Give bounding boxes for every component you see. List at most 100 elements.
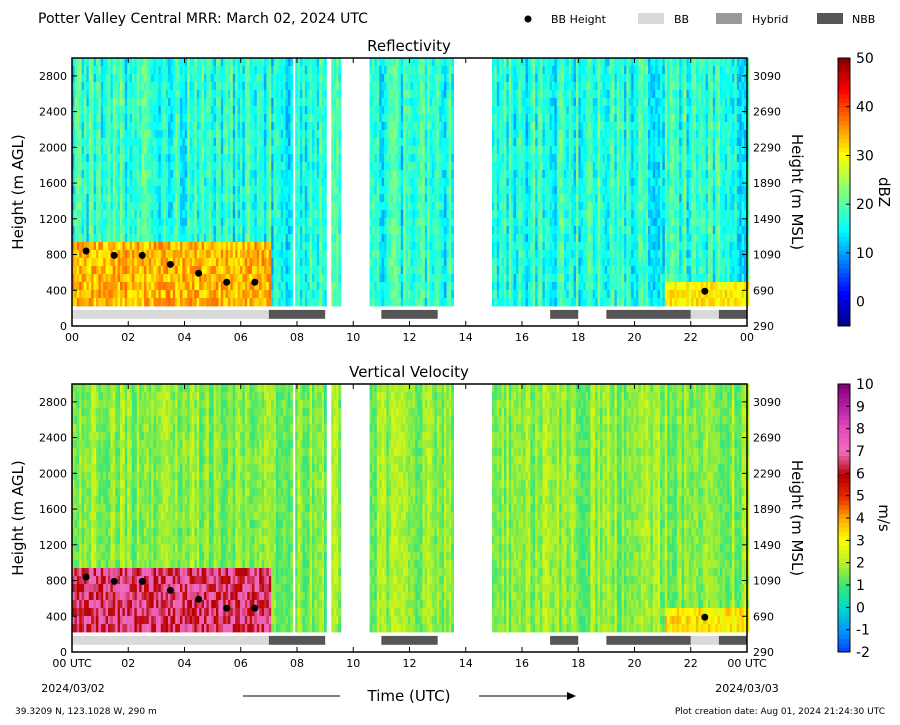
reflectivity-cell bbox=[391, 242, 394, 251]
reflectivity-cell bbox=[415, 218, 418, 227]
reflectivity-cell bbox=[182, 282, 186, 291]
reflectivity-cell bbox=[506, 162, 510, 171]
reflectivity-cell bbox=[300, 98, 303, 107]
reflectivity-cell bbox=[218, 242, 222, 251]
reflectivity-cell bbox=[115, 146, 118, 155]
reflectivity-cell bbox=[132, 82, 135, 91]
reflectivity-cell bbox=[220, 130, 224, 139]
reflectivity-cell bbox=[132, 66, 135, 75]
reflectivity-cell bbox=[189, 170, 193, 179]
reflectivity-cell bbox=[448, 66, 452, 75]
reflectivity-cell bbox=[496, 186, 500, 195]
reflectivity-cell bbox=[319, 258, 322, 267]
reflectivity-cell bbox=[302, 290, 306, 299]
reflectivity-cell bbox=[379, 218, 382, 227]
reflectivity-cell bbox=[141, 194, 145, 203]
reflectivity-cell bbox=[420, 74, 423, 83]
reflectivity-cell bbox=[506, 258, 510, 267]
reflectivity-cell bbox=[432, 290, 435, 299]
reflectivity-cell bbox=[444, 242, 447, 251]
reflectivity-cell bbox=[194, 226, 198, 235]
reflectivity-cell bbox=[127, 82, 130, 91]
reflectivity-cell bbox=[319, 226, 322, 235]
reflectivity-cell bbox=[300, 58, 303, 67]
reflectivity-cell bbox=[108, 66, 111, 75]
reflectivity-cell bbox=[247, 242, 250, 251]
reflectivity-cell bbox=[516, 274, 519, 283]
reflectivity-cell bbox=[163, 178, 166, 187]
reflectivity-cell bbox=[444, 146, 447, 155]
reflectivity-cell bbox=[333, 130, 337, 139]
reflectivity-cell bbox=[285, 130, 289, 139]
reflectivity-cell bbox=[501, 210, 505, 219]
reflectivity-cell bbox=[434, 74, 438, 83]
reflectivity-cell bbox=[129, 218, 133, 227]
reflectivity-cell bbox=[523, 178, 526, 187]
reflectivity-cell bbox=[336, 170, 339, 179]
reflectivity-cell bbox=[408, 90, 411, 99]
reflectivity-cell bbox=[76, 218, 80, 227]
reflectivity-cell bbox=[403, 90, 406, 99]
reflectivity-cell bbox=[261, 234, 265, 243]
reflectivity-cell bbox=[117, 298, 121, 307]
reflectivity-cell bbox=[156, 250, 159, 259]
reflectivity-cell bbox=[518, 298, 522, 307]
reflectivity-cell bbox=[434, 98, 438, 107]
reflectivity-cell bbox=[182, 274, 186, 283]
reflectivity-cell bbox=[388, 138, 392, 147]
reflectivity-cell bbox=[199, 250, 202, 259]
reflectivity-cell bbox=[132, 226, 135, 235]
reflectivity-cell bbox=[374, 282, 378, 291]
reflectivity-cell bbox=[379, 234, 382, 243]
reflectivity-cell bbox=[448, 186, 452, 195]
reflectivity-cell bbox=[216, 90, 219, 99]
legend-bb-swatch bbox=[638, 13, 664, 24]
reflectivity-cell bbox=[441, 146, 445, 155]
reflectivity-cell bbox=[422, 234, 426, 243]
reflectivity-cell bbox=[446, 162, 450, 171]
reflectivity-cell bbox=[168, 282, 171, 291]
reflectivity-cell bbox=[180, 218, 183, 227]
reflectivity-cell bbox=[420, 202, 423, 211]
reflectivity-cell bbox=[120, 98, 123, 107]
reflectivity-cell bbox=[213, 98, 217, 107]
reflectivity-cell bbox=[268, 122, 272, 131]
reflectivity-cell bbox=[211, 114, 214, 123]
reflectivity-cell bbox=[249, 74, 253, 83]
reflectivity-cell bbox=[96, 178, 99, 187]
reflectivity-cell bbox=[295, 146, 298, 155]
reflectivity-cell bbox=[374, 138, 378, 147]
reflectivity-cell bbox=[213, 122, 217, 131]
reflectivity-cell bbox=[129, 130, 133, 139]
reflectivity-cell bbox=[242, 74, 246, 83]
reflectivity-cell bbox=[403, 114, 406, 123]
reflectivity-cell bbox=[511, 122, 514, 131]
reflectivity-cell bbox=[144, 138, 147, 147]
reflectivity-cell bbox=[273, 290, 277, 299]
reflectivity-cell bbox=[254, 186, 258, 195]
reflectivity-cell bbox=[525, 210, 529, 219]
reflectivity-cell bbox=[436, 194, 440, 203]
reflectivity-cell bbox=[172, 226, 176, 235]
reflectivity-cell bbox=[336, 114, 339, 123]
reflectivity-cell bbox=[156, 234, 159, 243]
reflectivity-cell bbox=[100, 186, 104, 195]
reflectivity-cell bbox=[249, 162, 253, 171]
reflectivity-cell bbox=[307, 282, 310, 291]
reflectivity-cell bbox=[261, 202, 265, 211]
reflectivity-cell bbox=[492, 82, 495, 91]
reflectivity-cell bbox=[129, 98, 133, 107]
reflectivity-cell bbox=[120, 298, 123, 307]
reflectivity-cell bbox=[314, 266, 318, 275]
reflectivity-cell bbox=[144, 234, 147, 243]
reflectivity-cell bbox=[384, 274, 387, 283]
reflectivity-cell bbox=[516, 66, 519, 75]
reflectivity-cell bbox=[439, 266, 442, 275]
reflectivity-cell bbox=[316, 146, 320, 155]
reflectivity-cell bbox=[208, 194, 212, 203]
reflectivity-cell bbox=[415, 162, 418, 171]
reflectivity-cell bbox=[496, 66, 500, 75]
reflectivity-cell bbox=[528, 218, 531, 227]
reflectivity-cell bbox=[427, 82, 430, 91]
reflectivity-cell bbox=[211, 138, 214, 147]
